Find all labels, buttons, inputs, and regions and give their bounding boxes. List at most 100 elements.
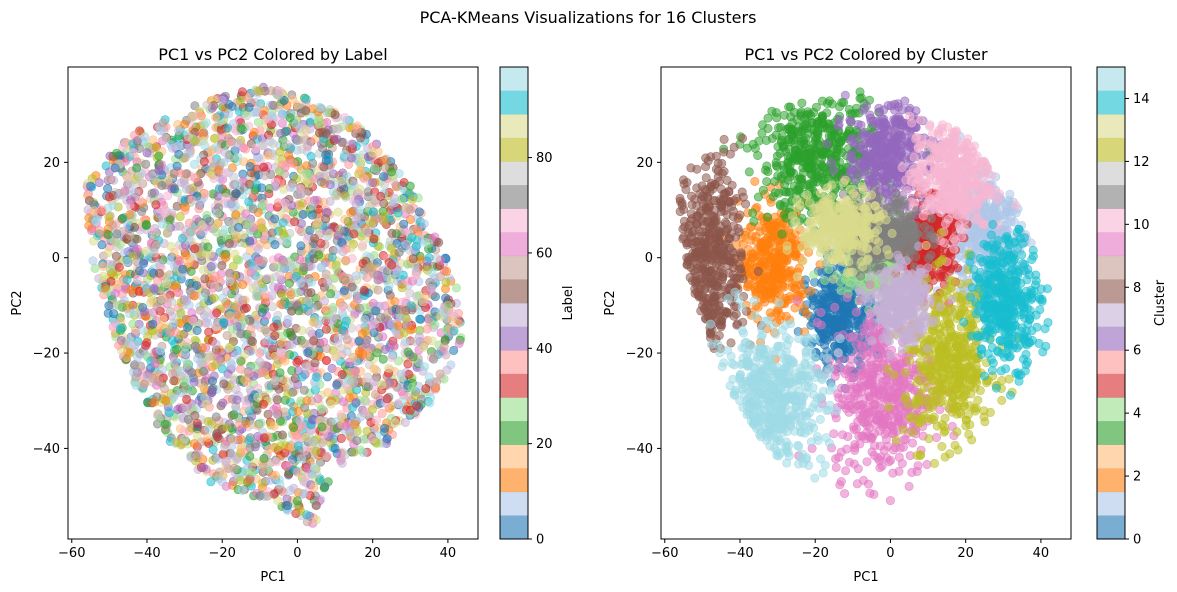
scatter-point <box>227 324 237 334</box>
scatter-point <box>420 237 430 247</box>
scatter-point <box>270 240 280 250</box>
scatter-point <box>231 385 241 395</box>
scatter-point <box>218 317 228 327</box>
cluster-scatter-title: PC1 vs PC2 Colored by Cluster <box>744 45 987 64</box>
scatter-point <box>319 337 329 347</box>
scatter-point <box>97 240 107 250</box>
scatter-point <box>142 338 152 348</box>
scatter-point <box>223 123 233 133</box>
scatter-point <box>98 261 108 271</box>
scatter-point <box>351 397 361 407</box>
scatter-point <box>321 355 331 365</box>
scatter-point <box>312 195 322 205</box>
scatter-point <box>190 136 200 146</box>
scatter-point <box>422 324 432 334</box>
scatter-point <box>336 176 346 186</box>
scatter-point <box>258 462 268 472</box>
scatter-point <box>340 150 350 160</box>
scatter-point <box>128 251 138 261</box>
scatter-point <box>289 422 299 432</box>
scatter-point <box>384 363 394 373</box>
scatter-point <box>342 335 352 345</box>
scatter-point <box>240 375 250 385</box>
scatter-point <box>270 214 280 224</box>
scatter-point <box>196 196 206 206</box>
scatter-point <box>245 246 255 256</box>
scatter-point <box>318 429 328 439</box>
scatter-point <box>169 376 179 386</box>
scatter-point <box>330 110 340 120</box>
scatter-point <box>254 100 264 110</box>
scatter-point <box>310 358 320 368</box>
scatter-point <box>222 287 232 297</box>
scatter-point <box>142 372 152 382</box>
scatter-point <box>254 256 264 266</box>
cluster-0-point <box>841 317 851 327</box>
scatter-point <box>371 390 381 400</box>
scatter-point <box>219 379 229 389</box>
scatter-point <box>394 247 404 257</box>
scatter-point <box>213 191 223 201</box>
scatter-point <box>163 228 173 238</box>
scatter-point <box>309 233 319 243</box>
cluster-2-point <box>771 308 781 318</box>
scatter-point <box>382 434 392 444</box>
scatter-point <box>393 398 403 408</box>
scatter-point <box>317 422 327 432</box>
scatter-point <box>241 209 251 219</box>
scatter-point <box>301 362 311 372</box>
scatter-point <box>183 322 193 332</box>
scatter-point <box>118 142 128 152</box>
scatter-point <box>411 271 421 281</box>
scatter-point <box>247 337 257 347</box>
scatter-point <box>304 139 314 149</box>
scatter-point <box>255 357 265 367</box>
scatter-point <box>368 434 378 444</box>
scatter-point <box>373 285 383 295</box>
scatter-point <box>410 336 420 346</box>
scatter-point <box>279 374 289 384</box>
scatter-point <box>439 342 449 352</box>
x-tick-label: 20 <box>364 546 381 561</box>
scatter-point <box>97 205 107 215</box>
cluster-2-point <box>746 235 756 245</box>
scatter-point <box>114 340 124 350</box>
scatter-point <box>264 150 274 160</box>
scatter-point <box>224 343 234 353</box>
scatter-point <box>331 351 341 361</box>
scatter-point <box>135 171 145 181</box>
scatter-point <box>246 324 256 334</box>
scatter-point <box>273 282 283 292</box>
scatter-point <box>262 327 272 337</box>
scatter-point <box>211 412 221 422</box>
scatter-point <box>327 316 337 326</box>
scatter-point <box>229 375 239 385</box>
scatter-point <box>232 179 242 189</box>
scatter-point <box>84 196 94 206</box>
scatter-point <box>270 376 280 386</box>
cluster-1-point <box>990 209 1000 219</box>
scatter-point <box>406 301 416 311</box>
scatter-point <box>194 204 204 214</box>
scatter-point <box>134 266 144 276</box>
scatter-point <box>181 250 191 260</box>
figure-suptitle: PCA-KMeans Visualizations for 16 Cluster… <box>420 8 757 27</box>
scatter-point <box>131 188 141 198</box>
scatter-point <box>443 300 453 310</box>
cluster-2-point <box>777 281 787 291</box>
scatter-point <box>237 87 247 97</box>
scatter-point <box>172 437 182 447</box>
scatter-point <box>232 395 242 405</box>
colorbar-tick-label: 0 <box>536 533 544 548</box>
scatter-point <box>173 404 183 414</box>
scatter-point <box>122 256 132 266</box>
scatter-point <box>442 365 452 375</box>
scatter-point <box>253 392 263 402</box>
scatter-point <box>275 479 285 489</box>
scatter-point <box>369 234 379 244</box>
scatter-point <box>348 378 358 388</box>
colorbar-segment <box>500 350 528 375</box>
scatter-point <box>241 303 251 313</box>
scatter-point <box>226 198 236 208</box>
scatter-point <box>114 262 124 272</box>
